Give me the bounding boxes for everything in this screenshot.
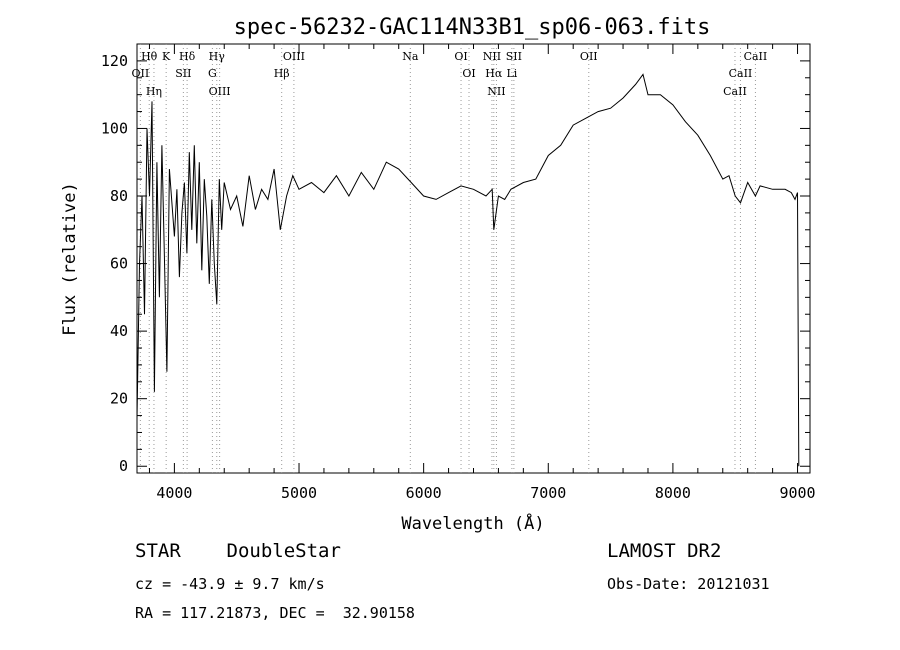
spectral-line-markers <box>139 44 756 473</box>
line-label: CaII <box>723 85 747 98</box>
y-tick-label: 120 <box>101 52 128 70</box>
line-label: OI <box>462 67 475 80</box>
x-tick-label: 9000 <box>779 484 815 502</box>
line-label: Hα <box>485 67 503 80</box>
line-label: Hθ <box>141 50 158 63</box>
y-tick-label: 20 <box>110 390 128 408</box>
x-axis-ticks: 4000 5000 6000 7000 8000 9000 <box>148 44 816 502</box>
spectrum-line <box>136 73 800 467</box>
line-label: OIII <box>283 50 305 63</box>
line-label: OI <box>454 50 467 63</box>
redshift-value: cz = -43.9 ± 9.7 km/s <box>135 575 325 593</box>
line-label: K <box>162 50 171 63</box>
observation-date: Obs-Date: 20121031 <box>607 575 770 593</box>
object-class: STAR DoubleStar <box>135 540 341 562</box>
line-label: Hγ <box>209 50 226 63</box>
line-label: G <box>208 67 217 80</box>
line-label: NII <box>487 85 505 98</box>
line-label: Li <box>506 67 517 80</box>
survey-name: LAMOST DR2 <box>607 540 722 562</box>
line-label: Hη <box>146 85 162 98</box>
line-label: OIII <box>209 85 231 98</box>
y-tick-label: 60 <box>110 255 128 273</box>
x-tick-label: 5000 <box>281 484 317 502</box>
line-label: SII <box>506 50 522 63</box>
y-axis-ticks: 0 20 40 60 80 100 120 <box>101 52 810 475</box>
x-tick-label: 7000 <box>530 484 566 502</box>
y-axis-label: Flux (relative) <box>60 182 80 336</box>
y-tick-label: 100 <box>101 119 128 137</box>
line-label: CaII <box>744 50 768 63</box>
line-label: OII <box>580 50 598 63</box>
line-label: NII <box>483 50 501 63</box>
x-tick-label: 6000 <box>406 484 442 502</box>
line-label: Na <box>402 50 419 63</box>
x-tick-label: 4000 <box>156 484 192 502</box>
coordinates: RA = 117.21873, DEC = 32.90158 <box>135 604 415 622</box>
plot-frame <box>136 43 811 474</box>
chart-title: spec-56232-GAC114N33B1_sp06-063.fits <box>234 15 711 40</box>
x-tick-label: 8000 <box>655 484 691 502</box>
line-label: Hβ <box>274 67 290 80</box>
y-tick-label: 80 <box>110 187 128 205</box>
line-label: Hδ <box>179 50 196 63</box>
y-tick-label: 40 <box>110 322 128 340</box>
y-tick-label: 0 <box>119 457 128 475</box>
line-label: OII <box>132 67 150 80</box>
line-label: CaII <box>729 67 753 80</box>
x-axis-label: Wavelength (Å) <box>401 512 544 534</box>
line-label: SII <box>175 67 191 80</box>
